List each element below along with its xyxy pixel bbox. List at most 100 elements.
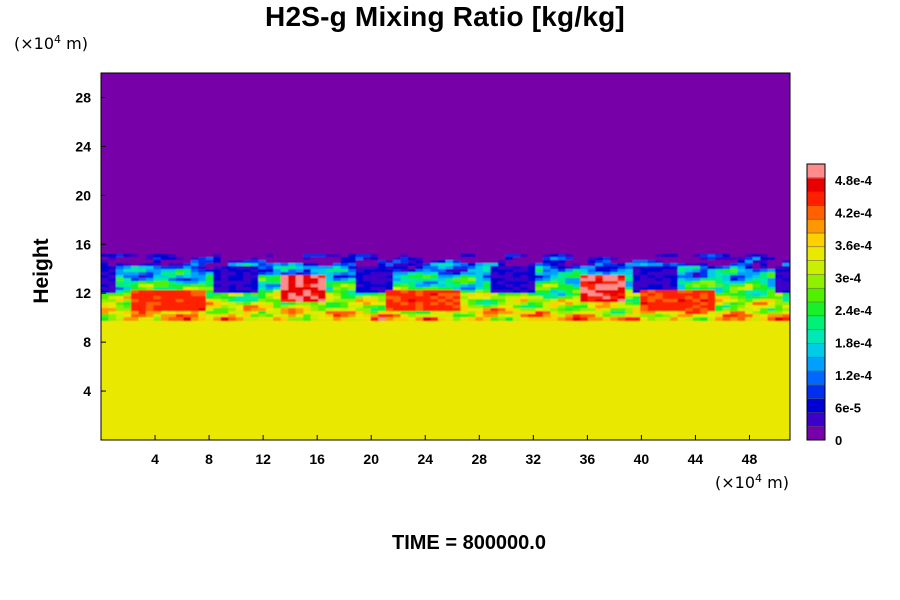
heatmap-cell: [565, 317, 574, 321]
heatmap-cell: [730, 311, 739, 315]
heatmap-cell: [752, 293, 761, 297]
heatmap-cell: [580, 278, 589, 282]
heatmap-cell: [273, 284, 282, 288]
heatmap-cell: [190, 308, 199, 312]
heatmap-cell: [280, 269, 289, 273]
heatmap-cell: [760, 311, 769, 315]
heatmap-cell: [243, 302, 252, 306]
heatmap-cell: [198, 293, 207, 297]
heatmap-cell: [363, 296, 372, 300]
heatmap-cell: [655, 266, 664, 270]
heatmap-cell: [685, 266, 694, 270]
heatmap-cell: [715, 302, 724, 306]
heatmap-cell: [512, 260, 521, 264]
heatmap-cell: [572, 278, 581, 282]
heatmap-cell: [423, 254, 432, 258]
heatmap-cell: [692, 302, 701, 306]
y-tick-label: 20: [75, 187, 91, 203]
heatmap-cell: [385, 272, 394, 276]
heatmap-cell: [340, 311, 349, 315]
heatmap-cell: [715, 290, 724, 294]
heatmap-cell: [767, 257, 776, 261]
heatmap-cell: [475, 290, 484, 294]
heatmap-cell: [438, 314, 447, 318]
heatmap-cell: [632, 305, 641, 309]
heatmap-cell: [542, 290, 551, 294]
heatmap-cell: [160, 311, 169, 315]
heatmap-cell: [198, 296, 207, 300]
heatmap-cell: [542, 293, 551, 297]
heatmap-cell: [565, 266, 574, 270]
heatmap-cell: [737, 317, 746, 321]
time-label: TIME = 800000.0: [392, 532, 546, 554]
heatmap-cell: [565, 278, 574, 282]
heatmap-cell: [767, 269, 776, 273]
heatmap-cell: [228, 266, 237, 270]
heatmap-cell: [318, 272, 327, 276]
heatmap-cell: [505, 257, 514, 261]
heatmap-cell: [685, 278, 694, 282]
heatmap-cell: [130, 278, 140, 282]
heatmap-cell: [438, 290, 447, 294]
heatmap-cell: [153, 302, 162, 306]
heatmap-cell: [205, 272, 214, 276]
field-lower-region: [101, 320, 790, 440]
heatmap-cell: [670, 296, 679, 300]
heatmap-cell: [595, 263, 604, 267]
heatmap-cell: [685, 290, 694, 294]
heatmap-cell: [205, 287, 214, 291]
heatmap-cell: [235, 263, 244, 267]
heatmap-cell: [378, 257, 387, 261]
heatmap-cell: [572, 257, 581, 261]
heatmap-cell: [265, 287, 274, 291]
heatmap-cell: [160, 257, 169, 261]
heatmap-cell: [138, 281, 147, 285]
heatmap-cell: [310, 260, 319, 264]
heatmap-cell: [490, 317, 499, 321]
heatmap-cell: [295, 287, 304, 291]
heatmap-cell: [348, 269, 357, 273]
heatmap-cell: [228, 275, 237, 279]
heatmap-cell: [752, 275, 761, 279]
heatmap-cell: [715, 317, 724, 321]
heatmap-cell: [662, 257, 671, 261]
heatmap-cell: [775, 317, 784, 321]
heatmap-cell: [670, 287, 679, 291]
heatmap-cell: [520, 254, 529, 258]
heatmap-cell: [707, 317, 716, 321]
heatmap-cell: [265, 284, 274, 288]
heatmap-cell: [288, 311, 297, 315]
heatmap-cell: [288, 308, 297, 312]
heatmap-cell: [632, 260, 641, 264]
heatmap-cell: [775, 311, 784, 315]
heatmap-cell: [273, 281, 282, 285]
heatmap-cell: [700, 275, 709, 279]
heatmap-cell: [355, 254, 364, 258]
heatmap-cell: [340, 257, 349, 261]
heatmap-cell: [385, 317, 394, 321]
heatmap-cell: [640, 278, 649, 282]
heatmap-cell: [123, 317, 132, 321]
heatmap-cell: [610, 260, 619, 264]
heatmap-cell: [445, 284, 454, 288]
heatmap-cell: [101, 275, 110, 279]
heatmap-cell: [400, 314, 409, 318]
heatmap-cell: [423, 263, 432, 267]
heatmap-cell: [655, 290, 664, 294]
heatmap-cell: [265, 305, 274, 309]
heatmap-cell: [452, 275, 462, 279]
heatmap-cell: [617, 293, 626, 297]
heatmap-cell: [190, 281, 199, 285]
heatmap-cell: [325, 257, 334, 261]
heatmap-cell: [108, 257, 117, 261]
heatmap-cell: [183, 260, 192, 264]
heatmap-cell: [617, 281, 626, 285]
heatmap-cell: [288, 275, 297, 279]
heatmap-cell: [565, 263, 574, 267]
heatmap-cell: [730, 302, 739, 306]
heatmap-cell: [438, 305, 447, 309]
heatmap-cell: [288, 296, 297, 300]
heatmap-cell: [752, 290, 761, 294]
heatmap-cell: [348, 257, 357, 261]
